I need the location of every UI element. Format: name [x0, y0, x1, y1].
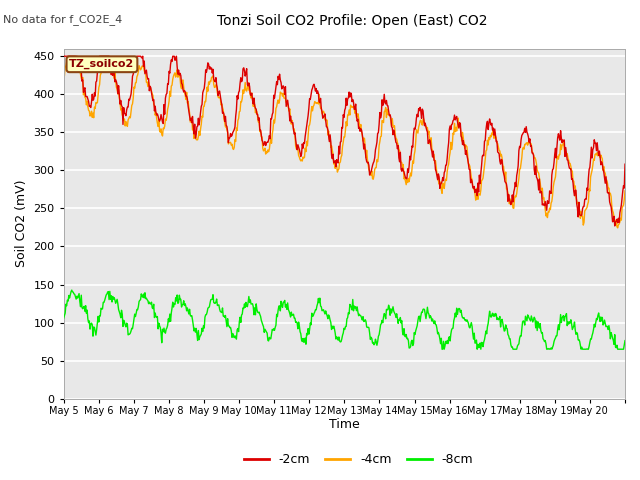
Y-axis label: Soil CO2 (mV): Soil CO2 (mV)	[15, 180, 28, 267]
Text: No data for f_CO2E_4: No data for f_CO2E_4	[3, 14, 122, 25]
Text: Tonzi Soil CO2 Profile: Open (East) CO2: Tonzi Soil CO2 Profile: Open (East) CO2	[217, 14, 487, 28]
Text: TZ_soilco2: TZ_soilco2	[69, 59, 134, 70]
X-axis label: Time: Time	[329, 419, 360, 432]
Legend: -2cm, -4cm, -8cm: -2cm, -4cm, -8cm	[239, 448, 478, 471]
